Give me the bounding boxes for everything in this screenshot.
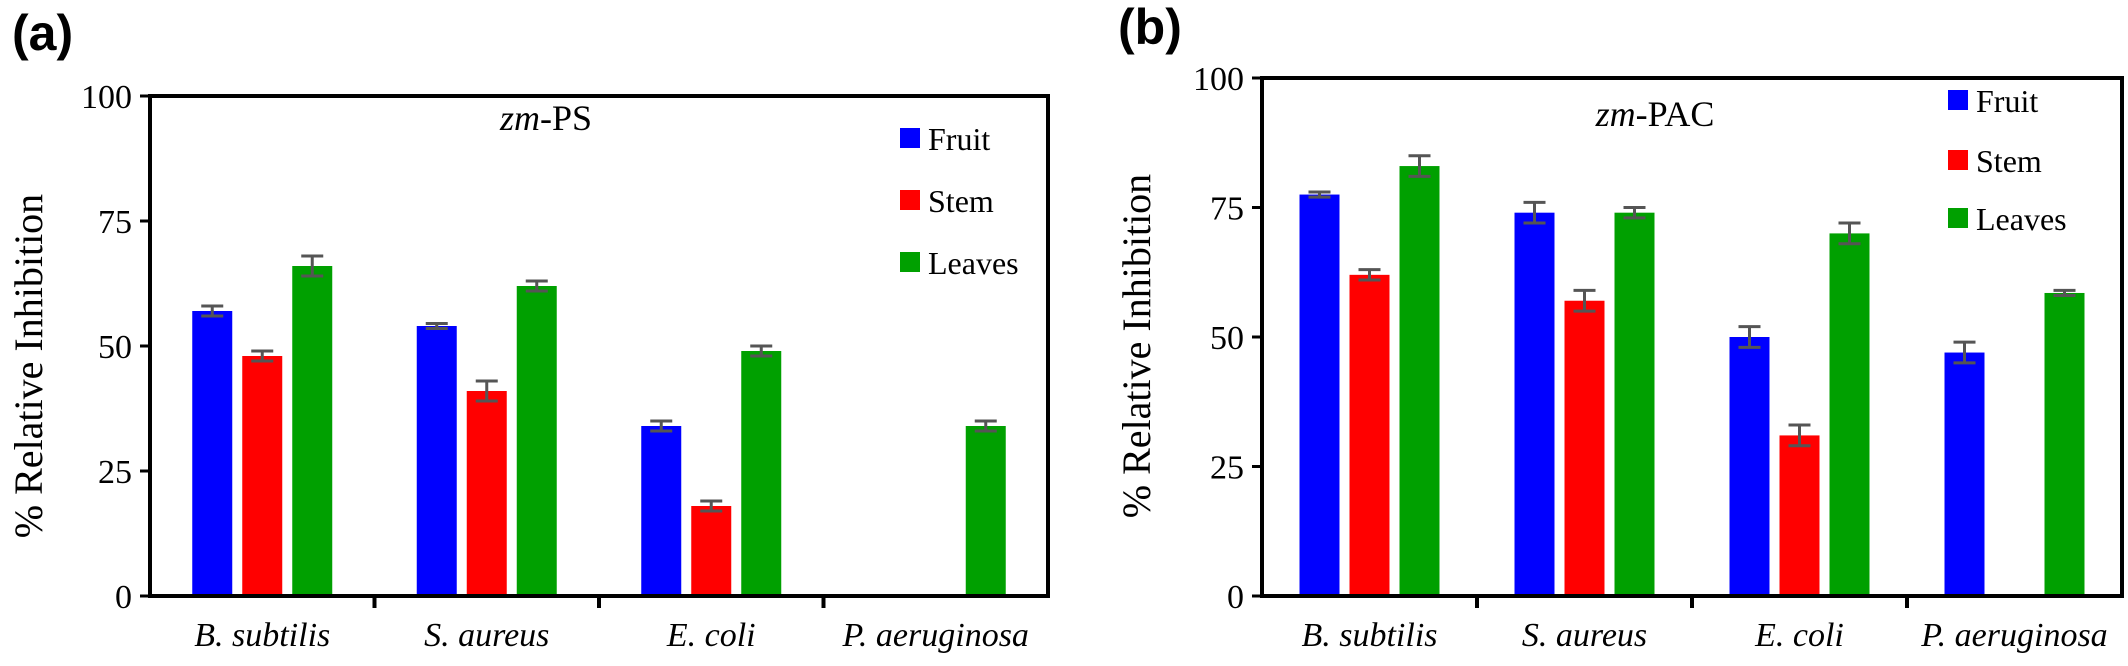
panel-label: (a) xyxy=(12,5,73,61)
y-tick-label: 100 xyxy=(81,79,132,116)
error-bar xyxy=(1953,340,1976,365)
bar-fruit xyxy=(192,311,233,596)
legend-swatch-fruit xyxy=(900,128,920,148)
category-labels: B. subtilis S. aureus E. coli P. aeruginosa xyxy=(1301,596,2108,654)
legend-swatch-fruit xyxy=(1948,90,1968,110)
bar-leaves xyxy=(2044,292,2085,596)
legend-label-fruit: Fruit xyxy=(928,121,990,157)
bars xyxy=(192,254,1006,596)
legend-label-stem: Stem xyxy=(928,183,994,219)
legend-swatch-leaves xyxy=(900,252,920,272)
legend: Fruit Stem Leaves xyxy=(900,121,1019,281)
y-tick-label: 75 xyxy=(1210,191,1244,228)
error-bar xyxy=(1623,206,1646,220)
chart-title-rest: -PAC xyxy=(1636,94,1715,134)
legend-label-leaves: Leaves xyxy=(1976,201,2067,237)
bar-fruit xyxy=(1299,194,1340,597)
error-bar xyxy=(1788,423,1811,448)
chart-panel-b: (b) % Relative Inhibition zm-PAC 0 25 50 75… xyxy=(1114,0,2124,654)
bar-stem xyxy=(691,506,732,596)
x-tick-label: E. coli xyxy=(1754,617,1844,654)
y-tick-label: 100 xyxy=(1193,61,1244,98)
error-bar xyxy=(201,304,224,318)
legend-label-leaves: Leaves xyxy=(928,245,1019,281)
chart-title: zm-PAC xyxy=(1595,94,1715,134)
plot-frame xyxy=(148,94,1050,598)
bar-fruit xyxy=(1944,352,1985,596)
bar-leaves xyxy=(1399,166,1440,596)
bar-leaves xyxy=(1829,233,1870,596)
error-bar xyxy=(1838,221,1861,246)
y-tick-label: 0 xyxy=(115,579,132,616)
plot-frame xyxy=(1260,76,2124,598)
x-tick-label: S. aureus xyxy=(424,617,549,654)
error-bar xyxy=(700,499,723,513)
bar-leaves xyxy=(516,286,557,596)
legend-swatch-leaves xyxy=(1948,208,1968,228)
y-axis-title: % Relative Inhibition xyxy=(6,194,51,538)
error-bar xyxy=(251,349,274,363)
y-tick-label: 75 xyxy=(98,204,132,241)
bar-stem xyxy=(1349,274,1390,596)
error-bar xyxy=(301,254,324,278)
x-tick-label: P. aeruginosa xyxy=(1920,617,2107,654)
error-bar xyxy=(1738,325,1761,349)
error-bar xyxy=(974,419,997,433)
error-bar xyxy=(525,279,548,293)
chart-title-italic: zm xyxy=(1595,94,1636,134)
y-tick-label: 50 xyxy=(1210,320,1244,357)
error-bar xyxy=(425,322,448,330)
legend-swatch-stem xyxy=(900,190,920,210)
legend: Fruit Stem Leaves xyxy=(1948,83,2067,237)
error-bar xyxy=(750,344,773,358)
bar-leaves xyxy=(741,351,782,596)
error-bar xyxy=(1358,268,1381,282)
error-bar xyxy=(1308,190,1331,199)
x-tick-label: B. subtilis xyxy=(1301,617,1437,654)
y-ticks: 0 25 50 75 100 xyxy=(81,79,150,616)
y-tick-label: 0 xyxy=(1227,579,1244,616)
bar-stem xyxy=(1779,435,1820,596)
legend-label-fruit: Fruit xyxy=(1976,83,2038,119)
bar-stem xyxy=(466,391,507,596)
chart-title-italic: zm xyxy=(499,98,540,138)
bar-fruit xyxy=(416,326,457,596)
error-bar xyxy=(1523,200,1546,225)
bar-fruit xyxy=(1729,337,1770,596)
bar-stem xyxy=(242,356,283,596)
category-labels: B. subtilis S. aureus E. coli P. aeruginosa xyxy=(194,596,1029,654)
error-bar xyxy=(650,419,673,433)
bar-fruit xyxy=(641,426,682,596)
y-tick-label: 50 xyxy=(98,329,132,366)
x-tick-label: E. coli xyxy=(666,617,756,654)
y-ticks: 0 25 50 75 100 xyxy=(1193,61,1262,616)
chart-title: zm-PS xyxy=(499,98,592,138)
legend-label-stem: Stem xyxy=(1976,143,2042,179)
y-tick-label: 25 xyxy=(1210,450,1244,487)
legend-swatch-stem xyxy=(1948,150,1968,170)
bars xyxy=(1299,154,2085,597)
x-tick-label: S. aureus xyxy=(1522,617,1647,654)
bar-stem xyxy=(1564,300,1605,596)
x-tick-label: P. aeruginosa xyxy=(842,617,1029,654)
bar-leaves xyxy=(292,266,333,596)
x-tick-label: B. subtilis xyxy=(194,617,330,654)
y-axis-title: % Relative Inhibition xyxy=(1114,174,1159,518)
bar-leaves xyxy=(1614,212,1655,596)
bar-leaves xyxy=(965,426,1006,596)
error-bar xyxy=(1408,154,1431,178)
error-bar xyxy=(475,379,498,403)
chart-title-rest: -PS xyxy=(540,98,592,138)
error-bar xyxy=(1573,288,1596,313)
bar-fruit xyxy=(1514,212,1555,596)
chart-panel-a: (a) % Relative Inhibition zm-PS 0 25 50 75 1… xyxy=(6,5,1050,654)
panel-label: (b) xyxy=(1118,0,1182,55)
y-tick-label: 25 xyxy=(98,454,132,491)
error-bar xyxy=(2053,288,2076,298)
